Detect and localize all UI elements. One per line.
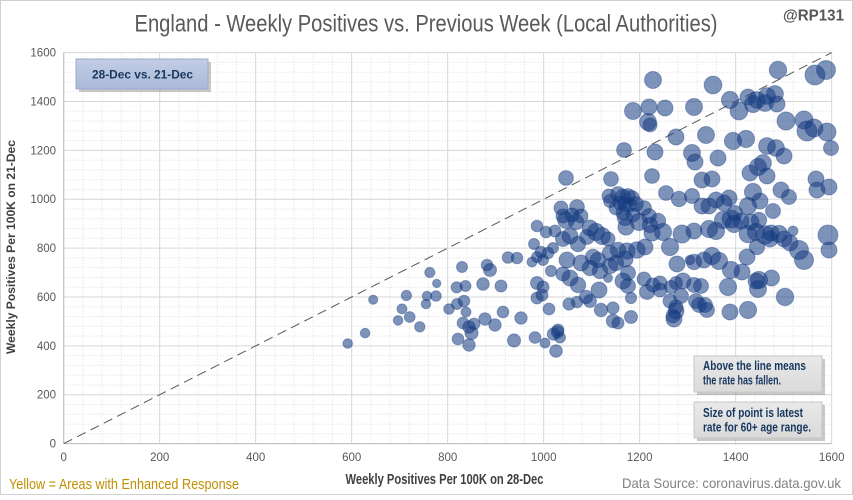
svg-text:Size of point is latest: Size of point is latest xyxy=(703,406,804,420)
svg-text:400: 400 xyxy=(246,452,265,464)
svg-text:Weekly Positives Per 100K on 2: Weekly Positives Per 100K on 28-Dec xyxy=(346,472,544,488)
svg-text:1200: 1200 xyxy=(627,452,653,464)
svg-text:1400: 1400 xyxy=(723,452,749,464)
svg-text:600: 600 xyxy=(342,452,361,464)
svg-text:800: 800 xyxy=(438,452,457,464)
svg-text:1000: 1000 xyxy=(30,194,56,206)
svg-text:Above the line means: Above the line means xyxy=(703,359,806,373)
svg-text:1000: 1000 xyxy=(531,452,557,464)
svg-text:200: 200 xyxy=(37,390,56,402)
svg-text:28-Dec vs. 21-Dec: 28-Dec vs. 21-Dec xyxy=(92,70,194,82)
svg-text:Data Source: coronavirus.data.: Data Source: coronavirus.data.gov.uk xyxy=(622,475,842,491)
svg-text:600: 600 xyxy=(37,292,56,304)
svg-text:400: 400 xyxy=(37,341,56,353)
svg-text:0: 0 xyxy=(60,452,66,464)
svg-text:the rate has fallen.: the rate has fallen. xyxy=(703,374,781,388)
svg-text:1200: 1200 xyxy=(30,145,56,157)
svg-text:1600: 1600 xyxy=(30,48,56,60)
svg-text:rate for 60+ age range.: rate for 60+ age range. xyxy=(703,421,811,435)
svg-text:@RP131: @RP131 xyxy=(783,8,844,25)
svg-text:England - Weekly Positives vs.: England - Weekly Positives vs. Previous … xyxy=(135,11,718,38)
svg-text:1400: 1400 xyxy=(30,97,56,109)
svg-text:Weekly Positives Per 100K on 2: Weekly Positives Per 100K on 21-Dec xyxy=(4,140,18,354)
svg-text:Yellow = Areas with Enhanced R: Yellow = Areas with Enhanced Response xyxy=(9,477,239,493)
svg-text:800: 800 xyxy=(37,243,56,255)
svg-text:1600: 1600 xyxy=(819,452,845,464)
svg-text:0: 0 xyxy=(50,439,56,451)
svg-text:200: 200 xyxy=(150,452,169,464)
